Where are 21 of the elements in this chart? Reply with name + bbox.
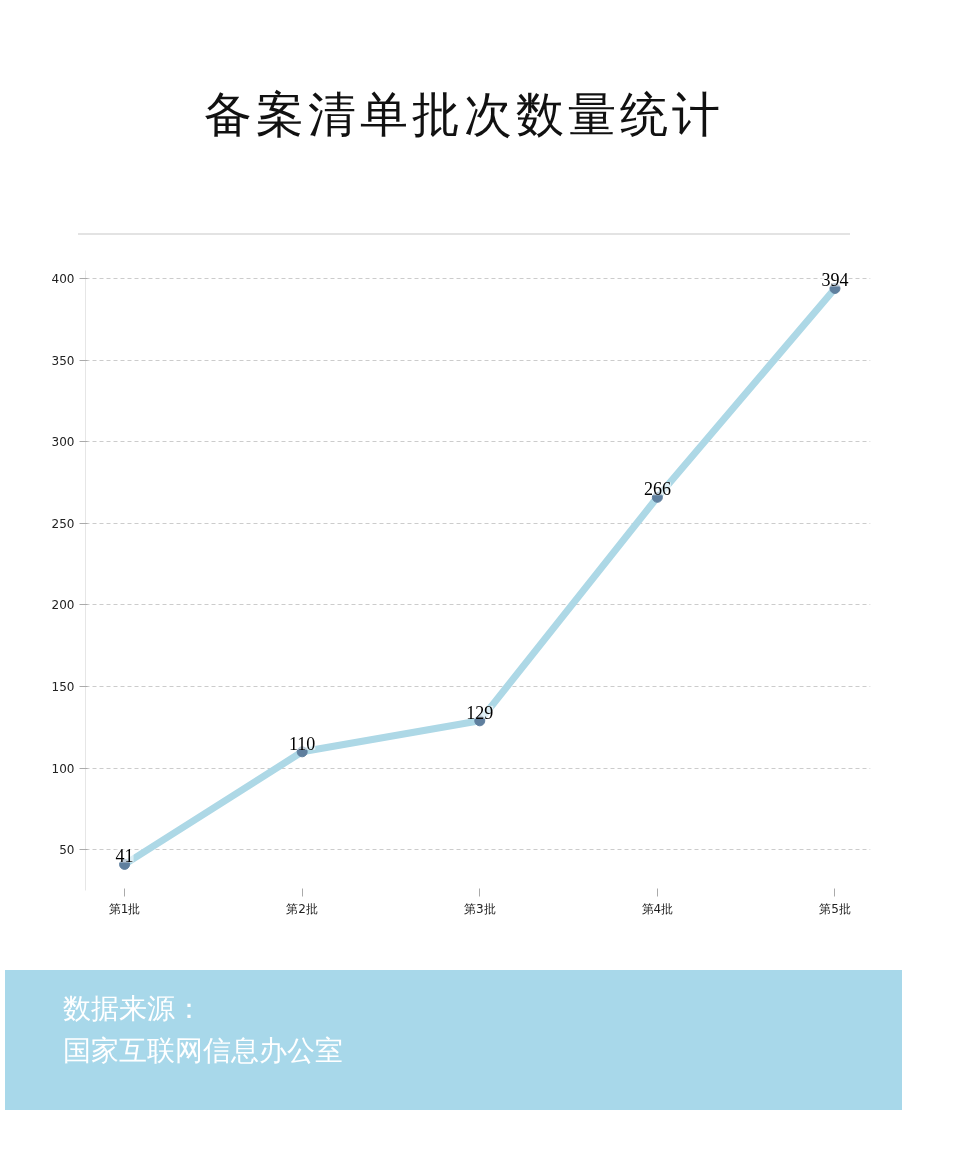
x-tick-label: 第4批 — [641, 901, 674, 916]
y-tick-label: 300 — [51, 435, 75, 450]
data-label: 110 — [289, 733, 316, 754]
y-tick-label: 200 — [51, 598, 75, 613]
data-label: 394 — [821, 270, 849, 291]
x-tick-label: 第5批 — [819, 901, 851, 916]
y-tick-label: 400 — [51, 272, 75, 287]
source-note: 数据来源： — [63, 992, 203, 1025]
x-tick-label: 第3批 — [463, 901, 496, 916]
text: 国家互联网信息办公室 — [63, 1034, 343, 1067]
x-tick-label: 第1批 — [108, 901, 141, 916]
x-tick-label: 第2批 — [286, 901, 318, 916]
y-tick-label: 150 — [51, 680, 75, 695]
y-tick-label: 50 — [59, 843, 75, 858]
y-tick-label: 250 — [51, 516, 75, 531]
data-label: 41 — [115, 846, 134, 867]
chart-title: 备案清单批次数量统计 — [204, 85, 724, 144]
y-tick-label: 350 — [51, 353, 75, 368]
data-label: 266 — [643, 479, 671, 500]
data-label: 129 — [466, 702, 494, 723]
y-tick-label: 100 — [51, 761, 75, 776]
